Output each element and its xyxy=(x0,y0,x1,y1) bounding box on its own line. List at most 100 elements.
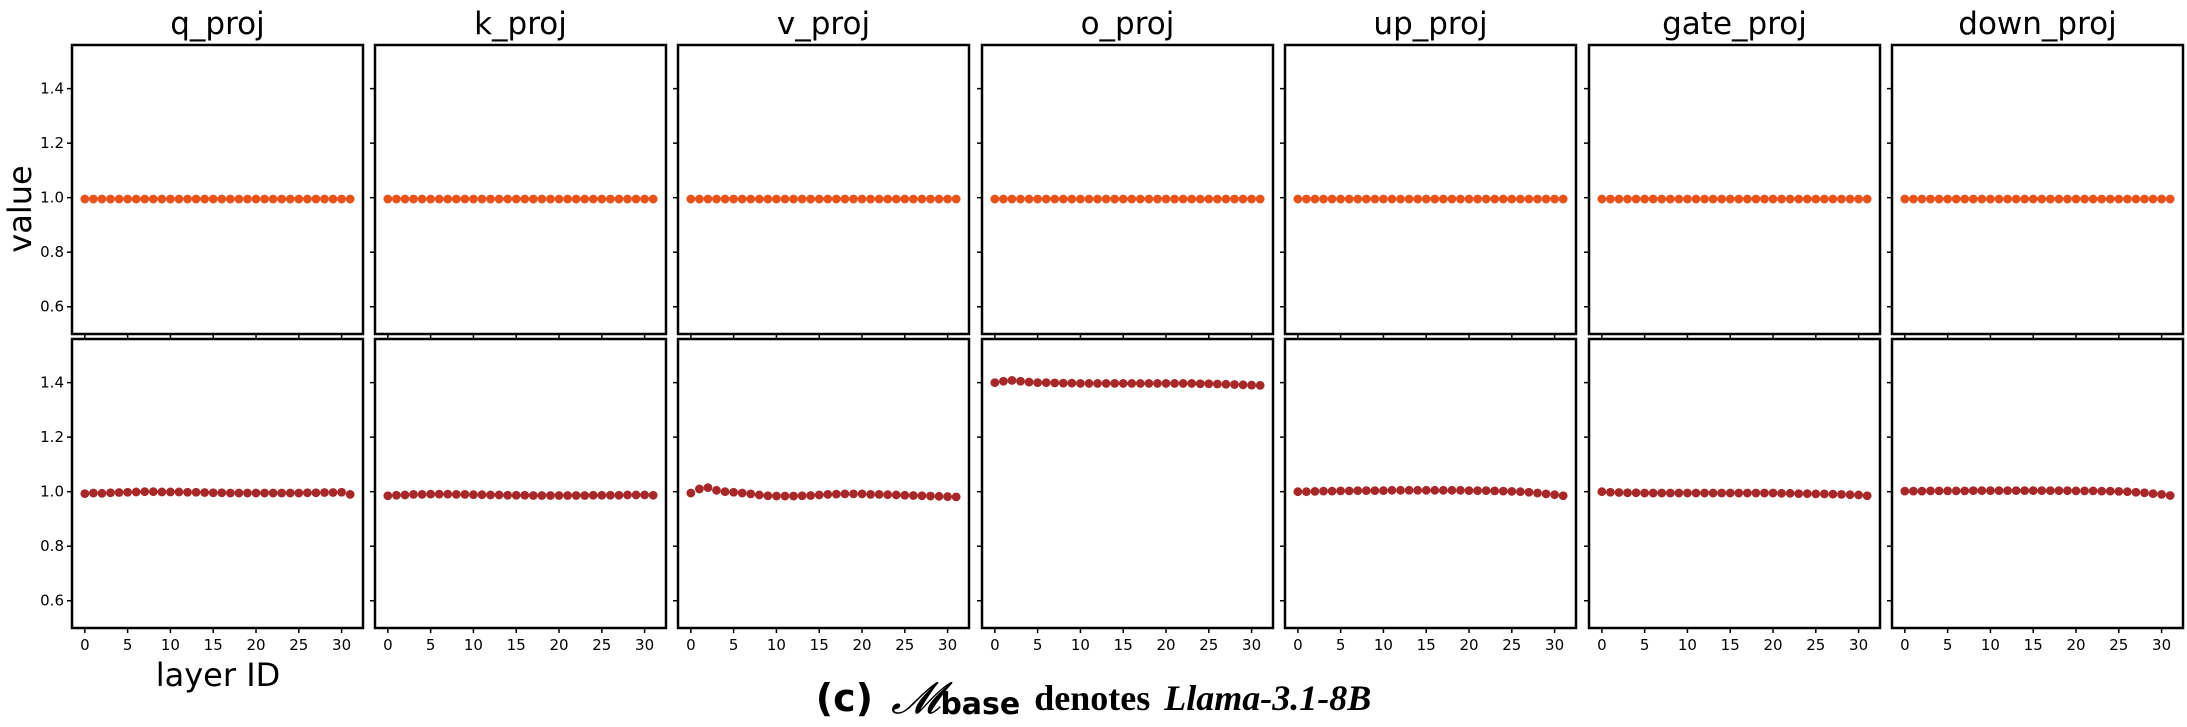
data-point-o_proj-layer-29 xyxy=(1238,194,1248,204)
data-point-up_proj-layer-8 xyxy=(1361,194,1371,204)
data-point-gate_proj-layer-3 xyxy=(1623,194,1632,204)
data-point-o_proj-layer-26 xyxy=(1212,194,1222,204)
data-point-gate_proj-layer-31 xyxy=(1862,491,1872,501)
data-point-gate_proj-layer-24 xyxy=(1802,194,1812,204)
data-point-up_proj-layer-21 xyxy=(1473,194,1482,204)
data-point-q_proj-layer-1 xyxy=(88,194,98,204)
data-point-down_proj-layer-31 xyxy=(2165,194,2175,204)
data-point-q_proj-layer-29 xyxy=(328,194,338,204)
data-point-v_proj-layer-31 xyxy=(951,492,961,502)
data-point-o_proj-layer-5 xyxy=(1033,378,1043,388)
data-point-q_proj-layer-24 xyxy=(285,488,295,498)
data-point-o_proj-layer-5 xyxy=(1033,194,1043,204)
data-point-up_proj-layer-6 xyxy=(1344,194,1354,204)
data-point-gate_proj-layer-4 xyxy=(1631,194,1641,204)
panel-frame xyxy=(373,43,668,336)
data-point-down_proj-layer-16 xyxy=(2037,486,2047,495)
x-tick-label: 25 xyxy=(1806,636,1825,654)
data-point-q_proj-layer-16 xyxy=(217,194,227,204)
data-point-o_proj-layer-17 xyxy=(1135,379,1145,388)
data-point-o_proj-layer-23 xyxy=(1187,194,1197,204)
data-point-gate_proj-layer-25 xyxy=(1811,194,1821,204)
x-tick-label: 20 xyxy=(852,636,871,654)
data-point-up_proj-layer-21 xyxy=(1473,486,1482,495)
x-tick-label: 10 xyxy=(1374,636,1393,654)
data-point-q_proj-layer-19 xyxy=(243,194,252,204)
data-point-k_proj-layer-1 xyxy=(391,194,401,204)
data-point-up_proj-layer-10 xyxy=(1379,486,1388,495)
data-point-gate_proj-layer-1 xyxy=(1605,487,1615,497)
data-point-up_proj-layer-5 xyxy=(1336,486,1346,496)
data-point-k_proj-layer-30 xyxy=(640,490,650,500)
data-point-gate_proj-layer-3 xyxy=(1623,488,1632,498)
data-point-v_proj-layer-31 xyxy=(951,194,961,204)
panel-2-gate_proj xyxy=(1584,337,1882,633)
data-point-o_proj-layer-1 xyxy=(998,376,1008,386)
data-point-q_proj-layer-25 xyxy=(294,194,304,204)
data-point-down_proj-layer-15 xyxy=(2028,194,2038,204)
x-tick-label: 15 xyxy=(507,636,526,654)
data-point-down_proj-layer-0 xyxy=(1900,194,1910,204)
data-point-up_proj-layer-24 xyxy=(1498,486,1508,496)
data-point-up_proj-layer-31 xyxy=(1558,491,1568,501)
data-point-o_proj-layer-0 xyxy=(990,378,1000,388)
data-point-k_proj-layer-17 xyxy=(528,194,538,204)
data-point-gate_proj-layer-0 xyxy=(1597,487,1607,497)
data-point-gate_proj-layer-6 xyxy=(1648,194,1658,204)
data-point-v_proj-layer-7 xyxy=(746,194,756,204)
x-tick-label: 25 xyxy=(592,636,611,654)
data-point-down_proj-layer-18 xyxy=(2054,194,2064,204)
data-point-k_proj-layer-2 xyxy=(400,194,410,204)
x-tick-label: 15 xyxy=(810,636,829,654)
data-point-o_proj-layer-11 xyxy=(1084,194,1094,204)
data-point-gate_proj-layer-26 xyxy=(1819,489,1829,499)
data-point-gate_proj-layer-27 xyxy=(1828,489,1838,499)
data-point-q_proj-layer-17 xyxy=(225,488,235,498)
data-point-gate_proj-layer-7 xyxy=(1657,194,1667,204)
x-tick-label: 30 xyxy=(2152,636,2171,654)
data-point-o_proj-layer-22 xyxy=(1178,379,1188,388)
data-point-o_proj-layer-9 xyxy=(1067,378,1077,388)
data-point-q_proj-layer-5 xyxy=(123,487,133,497)
data-point-k_proj-layer-29 xyxy=(631,194,641,204)
x-tick-label: 30 xyxy=(1242,636,1261,654)
data-point-up_proj-layer-4 xyxy=(1327,194,1337,204)
data-point-q_proj-layer-3 xyxy=(106,194,115,204)
data-point-v_proj-layer-12 xyxy=(789,194,798,204)
data-point-o_proj-layer-21 xyxy=(1170,194,1179,204)
data-point-k_proj-layer-6 xyxy=(434,194,444,204)
data-point-q_proj-layer-20 xyxy=(251,488,261,498)
data-point-up_proj-layer-26 xyxy=(1515,487,1525,497)
data-point-up_proj-layer-0 xyxy=(1293,194,1303,204)
data-point-k_proj-layer-25 xyxy=(597,490,607,500)
data-point-o_proj-layer-19 xyxy=(1153,379,1162,388)
data-point-q_proj-layer-0 xyxy=(80,489,90,498)
data-point-up_proj-layer-8 xyxy=(1361,486,1371,495)
y-tick-label: 1.0 xyxy=(40,189,64,207)
x-tick-label: 0 xyxy=(80,636,90,654)
panel-frame xyxy=(1587,337,1882,630)
data-point-gate_proj-layer-16 xyxy=(1734,194,1744,204)
panel-frame xyxy=(1890,337,2185,630)
data-point-v_proj-layer-22 xyxy=(874,194,884,204)
data-point-q_proj-layer-28 xyxy=(320,488,329,497)
data-point-v_proj-layer-28 xyxy=(926,491,935,501)
data-point-gate_proj-layer-28 xyxy=(1837,194,1846,204)
x-tick-label: 15 xyxy=(1417,636,1436,654)
data-point-down_proj-layer-19 xyxy=(2063,486,2072,495)
x-tick-label: 20 xyxy=(1763,636,1782,654)
data-point-v_proj-layer-4 xyxy=(720,194,730,204)
x-tick-label: 30 xyxy=(635,636,654,654)
data-point-v_proj-layer-8 xyxy=(754,490,764,500)
data-point-down_proj-layer-1 xyxy=(1908,486,1918,496)
x-tick-label: 5 xyxy=(1336,636,1346,654)
data-point-v_proj-layer-29 xyxy=(934,194,944,204)
data-point-v_proj-layer-11 xyxy=(780,194,790,204)
x-tick-label: 20 xyxy=(246,636,265,654)
data-point-v_proj-layer-0 xyxy=(686,194,696,204)
data-point-q_proj-layer-23 xyxy=(277,194,287,204)
data-point-down_proj-layer-10 xyxy=(1986,486,1995,495)
data-point-q_proj-layer-18 xyxy=(234,194,244,204)
data-point-o_proj-layer-0 xyxy=(990,194,1000,204)
data-point-o_proj-layer-7 xyxy=(1050,194,1060,204)
